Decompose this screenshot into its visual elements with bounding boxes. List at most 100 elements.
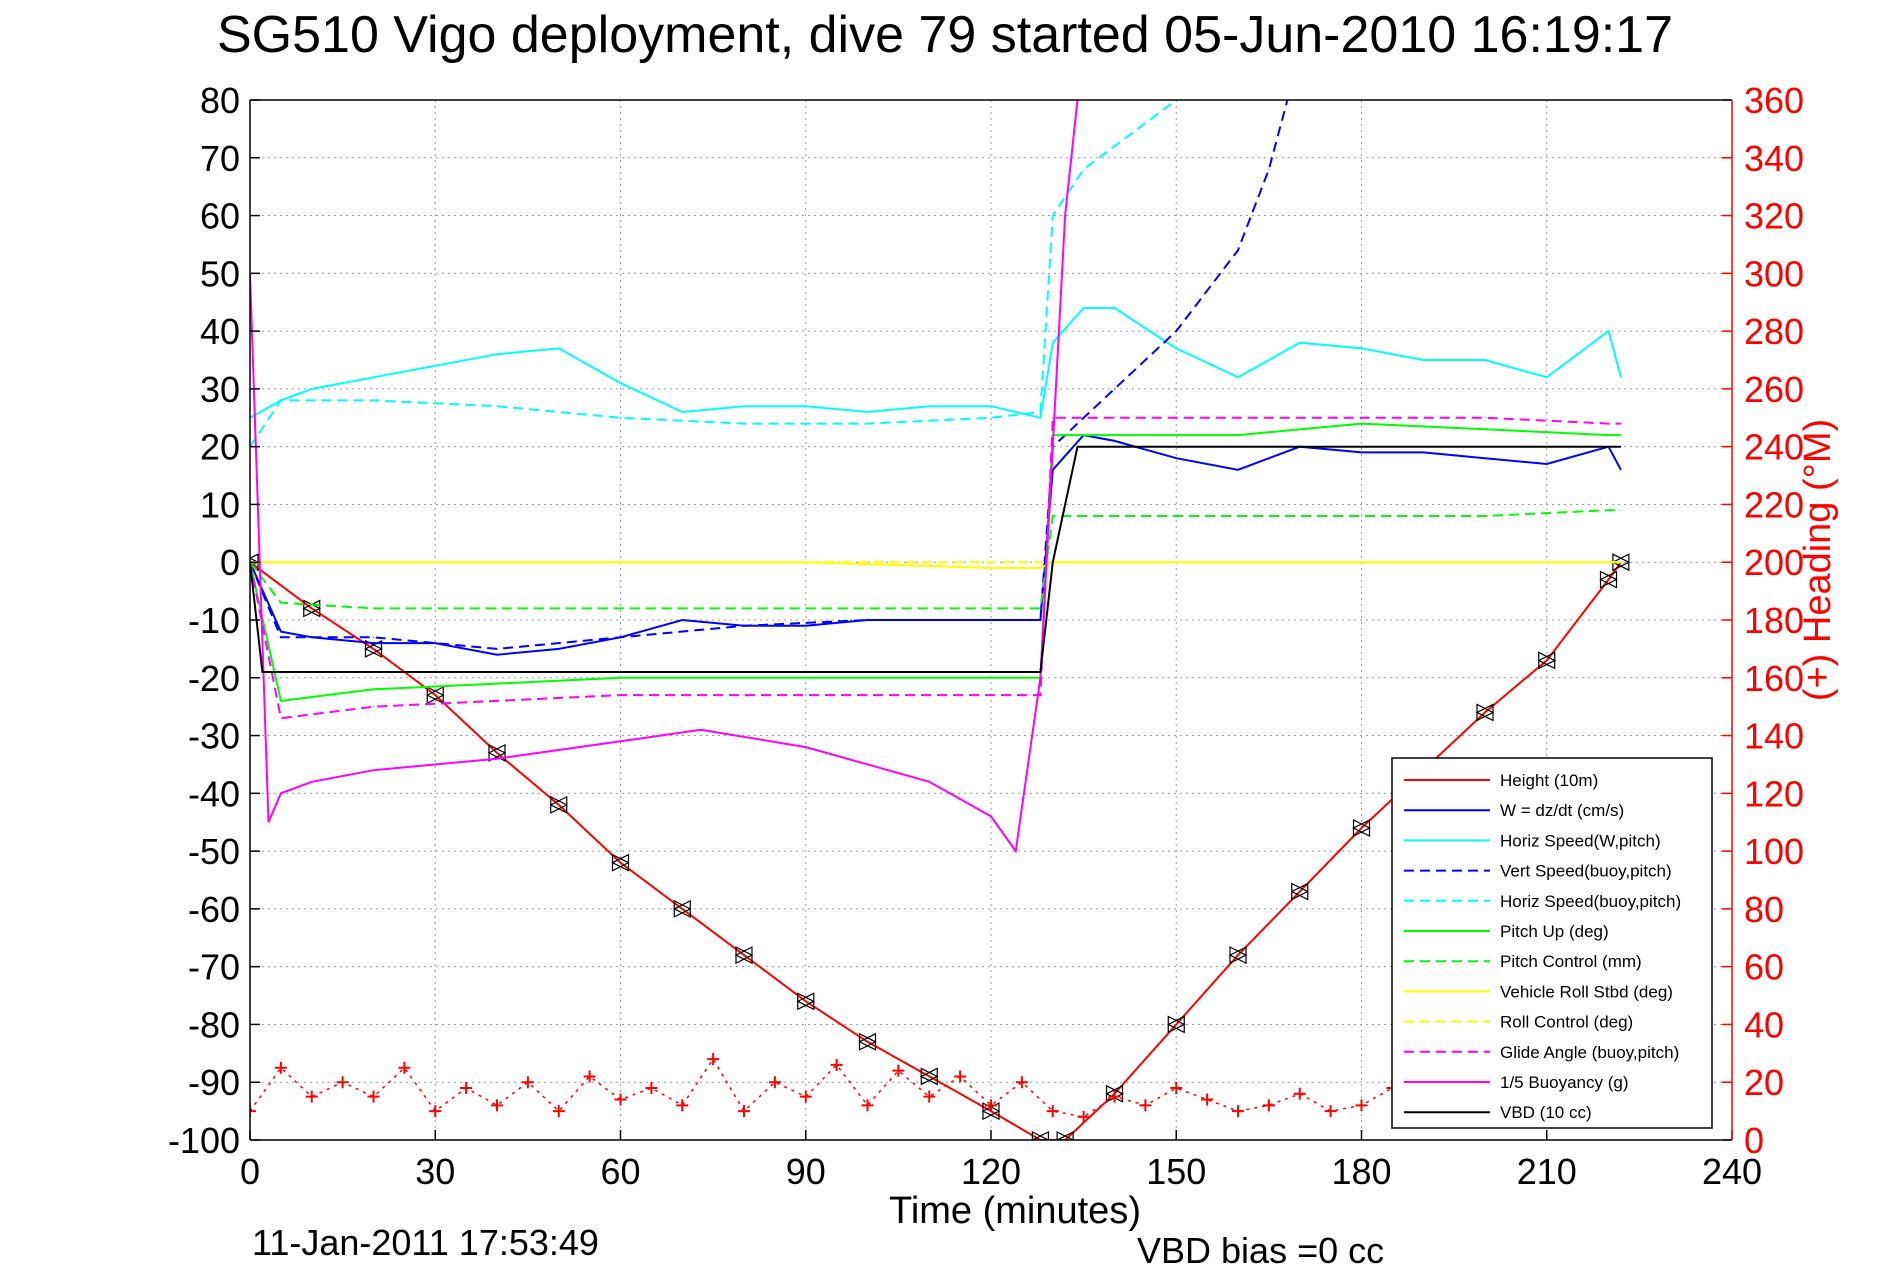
series-line-pitch-control-mm [250, 509, 1621, 610]
series-point [1620, 376, 1622, 378]
y-right-tick-label: 300 [1744, 253, 1804, 294]
series-point [867, 411, 868, 413]
series-point [1237, 434, 1239, 436]
series-point [1015, 850, 1017, 852]
legend-entry-pitch-up-deg: Pitch Up (deg) [1404, 922, 1609, 941]
series-point [700, 729, 702, 731]
y-tick-label: 0 [220, 542, 240, 583]
series-line-vbd-10-cc [250, 445, 1621, 673]
series-point [1484, 417, 1486, 419]
series-point [681, 619, 683, 621]
x-tick-label: 180 [1331, 1151, 1391, 1192]
x-tick-label: 210 [1517, 1151, 1577, 1192]
y-tick-label: -20 [188, 658, 240, 699]
series-point [496, 671, 498, 673]
series-point [867, 694, 868, 696]
y-tick-label: -10 [188, 600, 240, 641]
x-tick-label: 60 [600, 1151, 640, 1192]
series-point [620, 417, 621, 419]
heading-point-marker [1077, 1110, 1090, 1123]
series-point [1361, 423, 1362, 425]
heading-point-marker [645, 1082, 658, 1094]
series-point [1608, 434, 1609, 436]
series-point [620, 636, 621, 638]
footer-vbd-bias: VBD bias =0 cc [1137, 1230, 1385, 1271]
legend-label: W = dz/dt (cm/s) [1500, 801, 1624, 820]
series-point [496, 758, 498, 760]
series-point [496, 648, 498, 650]
legend-items: Height (10m) W = dz/dt (cm/s) Horiz Speed(… [1404, 771, 1681, 1122]
series-point [1620, 446, 1622, 448]
x-axis-label: Time (minutes) [889, 1190, 1141, 1232]
series-point [1484, 428, 1486, 430]
heading-point-marker [552, 1105, 565, 1118]
series-point [1484, 457, 1486, 459]
series-point [928, 781, 930, 783]
y-tick-label: -90 [188, 1062, 240, 1103]
footer-timestamp: 11-Jan-2011 17:53:49 [252, 1222, 599, 1263]
y-tick-label: 60 [200, 196, 240, 237]
series-point [1237, 249, 1239, 251]
series-point [434, 365, 436, 367]
y-right-tick-label: 80 [1744, 889, 1784, 930]
series-point [1039, 677, 1041, 679]
height-point-marker [1475, 703, 1495, 722]
y-right-tick-label: 220 [1744, 484, 1804, 525]
heading-point-marker [830, 1058, 843, 1071]
legend-entry-vert-speed-buoy-pitch: Vert Speed(buoy,pitch) [1404, 862, 1672, 881]
chart-title: SG510 Vigo deployment, dive 79 started 0… [217, 6, 1673, 64]
series-point [1114, 307, 1115, 309]
series-point [1114, 446, 1115, 448]
series-point [1361, 417, 1362, 419]
legend-entry-1-5-buoyancy-g: 1/5 Buoyancy (g) [1404, 1073, 1629, 1092]
legend-label: Pitch Up (deg) [1500, 922, 1609, 941]
y-tick-label: -70 [188, 947, 240, 988]
y-tick-label: 10 [200, 484, 240, 525]
height-point-marker [858, 1032, 877, 1051]
series-vbd-10-cc [250, 445, 1622, 673]
series-point [373, 642, 374, 644]
series-point [558, 648, 560, 650]
heading-point-marker [1046, 1105, 1059, 1118]
height-point-marker [796, 992, 816, 1011]
height-point-marker [487, 743, 507, 762]
y-right-tick-label: 360 [1744, 80, 1804, 121]
series-point [990, 677, 992, 679]
heading-point-marker [1201, 1093, 1214, 1106]
legend-label: Vehicle Roll Stbd (deg) [1500, 982, 1673, 1001]
y-tick-label: 30 [200, 369, 240, 410]
series-point [743, 677, 745, 679]
series-point [743, 405, 745, 407]
series-point [311, 671, 313, 673]
series-point [743, 625, 745, 627]
series-point [1237, 515, 1239, 517]
series-point [743, 607, 745, 609]
series-point [1237, 561, 1239, 563]
series-point [311, 781, 313, 783]
heading-point-marker [429, 1105, 442, 1118]
series-point [1422, 359, 1424, 361]
series-point [1620, 509, 1622, 511]
heading-point-marker [1170, 1082, 1183, 1094]
series-point [1052, 515, 1054, 517]
series-point [1237, 469, 1239, 471]
series-point [280, 700, 282, 702]
y-tick-label: -80 [188, 1004, 240, 1045]
series-point [620, 740, 621, 742]
series-point [496, 654, 498, 656]
series-point [496, 683, 498, 685]
series-point [1114, 515, 1115, 517]
series-point [990, 607, 992, 609]
height-point-marker [1599, 570, 1618, 589]
series-point [867, 607, 868, 609]
heading-point-marker [460, 1082, 473, 1094]
heading-point-marker [861, 1099, 874, 1112]
legend-entry-w-dz-dt-cm-s: W = dz/dt (cm/s) [1404, 801, 1624, 820]
series-line-heading [250, 1057, 1609, 1118]
legend-label: Height (10m) [1500, 771, 1598, 790]
height-point-marker [549, 795, 569, 814]
series-point [805, 746, 807, 748]
series-point [990, 567, 992, 569]
series-point [268, 821, 270, 823]
height-point-marker [919, 1067, 939, 1086]
